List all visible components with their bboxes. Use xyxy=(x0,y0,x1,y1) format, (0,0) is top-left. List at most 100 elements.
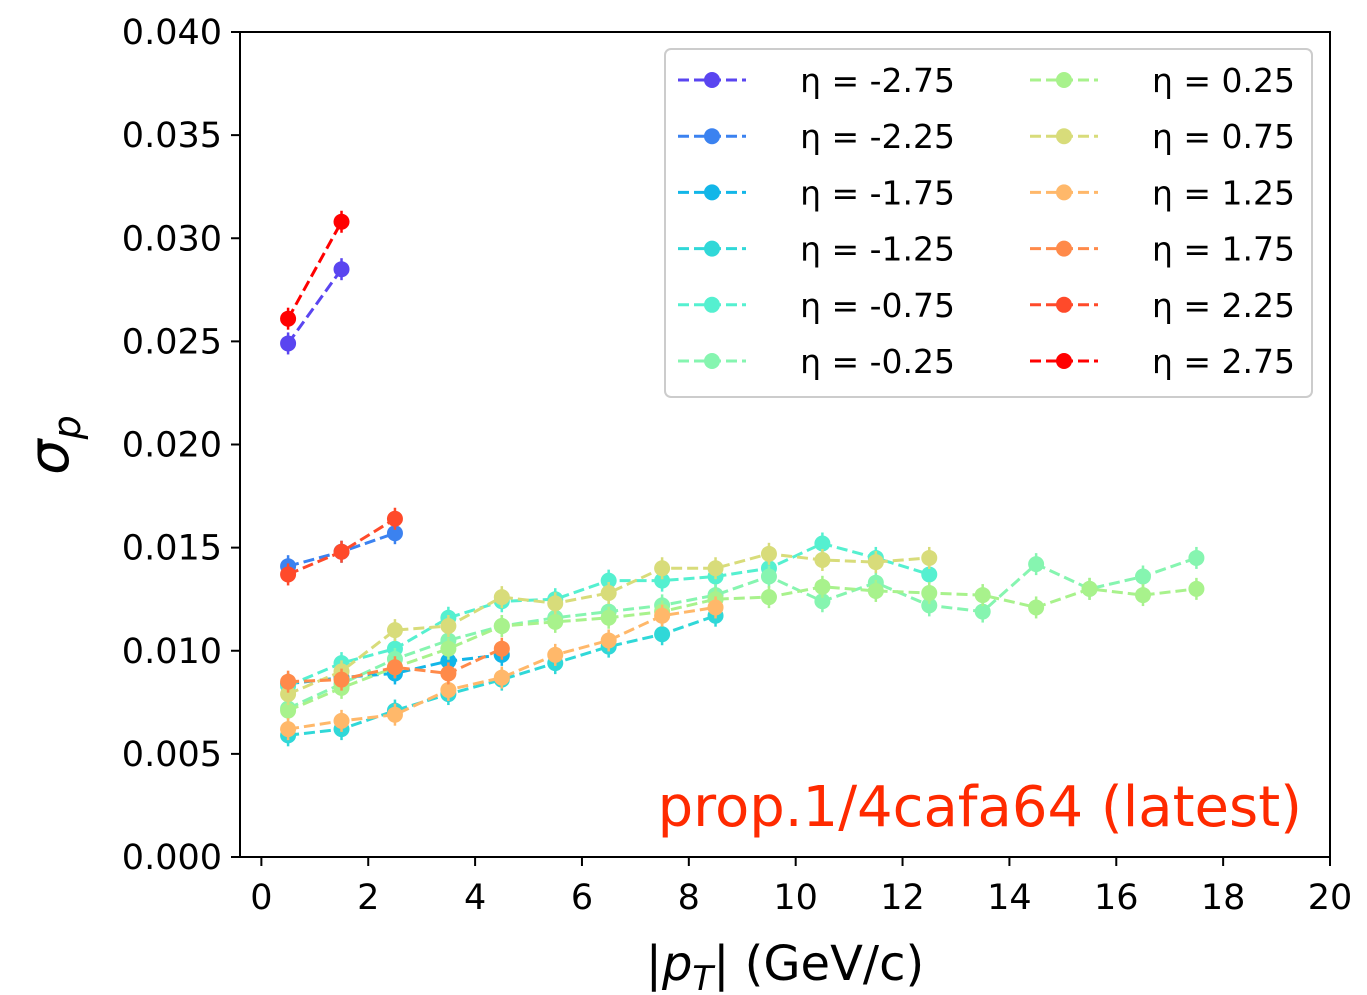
x-axis-label: |pT| (GeV/c) xyxy=(646,936,924,995)
data-point xyxy=(333,213,350,230)
series-line xyxy=(287,605,716,731)
y-tick-label: 0.000 xyxy=(122,838,222,878)
data-point xyxy=(493,640,510,657)
series-line xyxy=(288,647,503,684)
data-point xyxy=(921,597,938,614)
data-point xyxy=(1188,580,1205,597)
legend-swatch-marker xyxy=(1056,128,1072,145)
data-point xyxy=(386,706,403,723)
data-point xyxy=(600,572,617,589)
series-10 xyxy=(280,507,403,586)
legend-label: η = 2.75 xyxy=(1152,342,1295,381)
data-point xyxy=(654,626,671,643)
data-point xyxy=(280,686,297,703)
data-point xyxy=(600,609,617,626)
y-axis-label: σp xyxy=(17,415,89,475)
series-line xyxy=(287,556,1197,710)
data-point xyxy=(280,721,297,738)
series-5 xyxy=(280,546,1205,720)
legend-entry: η = 0.25 xyxy=(1030,61,1295,100)
data-point xyxy=(814,552,831,568)
y-tick-label: 0.030 xyxy=(122,219,222,259)
legend-swatch-marker xyxy=(1056,72,1072,88)
x-axis-label-variable: p xyxy=(661,936,692,992)
data-point xyxy=(974,587,991,604)
data-point xyxy=(280,335,297,352)
series-line xyxy=(286,268,343,345)
y-tick-label: 0.010 xyxy=(122,632,222,672)
legend-swatch-marker xyxy=(704,353,720,369)
series-line xyxy=(287,585,1197,712)
data-point xyxy=(333,543,350,560)
data-point xyxy=(654,560,671,577)
data-point xyxy=(814,578,831,595)
data-point xyxy=(1028,599,1045,616)
y-tick-label: 0.025 xyxy=(122,322,222,362)
data-point xyxy=(333,671,350,688)
legend-swatch-marker xyxy=(1056,240,1072,257)
legend-label: η = -1.25 xyxy=(800,230,955,269)
data-point xyxy=(1188,549,1205,566)
series-line xyxy=(287,614,716,737)
legend-label: η = 1.25 xyxy=(1152,173,1295,212)
y-tick-label: 0.040 xyxy=(122,13,222,53)
data-point xyxy=(493,669,510,686)
data-point xyxy=(814,535,831,552)
legend-entry: η = -1.25 xyxy=(678,230,955,269)
y-tick-label: 0.015 xyxy=(122,529,222,569)
x-tick-label: 2 xyxy=(357,878,379,918)
x-tick-label: 12 xyxy=(880,878,925,918)
legend-label: η = 2.25 xyxy=(1152,286,1295,325)
y-tick-label: 0.035 xyxy=(122,116,222,156)
legend-swatch-marker xyxy=(704,128,720,145)
data-point xyxy=(280,673,297,690)
legend-label: η = -1.75 xyxy=(800,173,955,212)
x-axis: 0 2 4 6 8 10 12 14 16 18 20 xyxy=(250,857,1352,918)
legend-entry: η = -2.75 xyxy=(678,61,955,100)
legend-label: η = 0.75 xyxy=(1152,117,1295,156)
data-point xyxy=(547,595,564,612)
series-6 xyxy=(280,575,1205,722)
legend-entry: η = 1.75 xyxy=(1030,230,1295,269)
data-point xyxy=(440,618,457,634)
data-point xyxy=(547,646,564,663)
data-point xyxy=(760,545,777,562)
series-9 xyxy=(280,637,510,693)
legend-swatch-marker xyxy=(1056,296,1072,313)
legend-entry: η = -1.75 xyxy=(678,173,955,212)
data-point xyxy=(280,566,297,583)
x-tick-label: 18 xyxy=(1201,878,1246,918)
data-point xyxy=(493,618,510,634)
data-point xyxy=(974,603,991,620)
data-point xyxy=(386,510,403,527)
legend-label: η = -0.75 xyxy=(800,286,955,325)
data-point xyxy=(440,681,457,698)
series-7 xyxy=(280,542,938,706)
data-point xyxy=(493,589,510,606)
legend-swatch-marker xyxy=(704,184,720,201)
legend-swatch-marker xyxy=(1056,184,1072,201)
x-tick-label: 10 xyxy=(773,878,818,918)
data-point xyxy=(386,659,403,676)
x-tick-label: 6 xyxy=(571,878,593,918)
series-11 xyxy=(280,210,350,330)
data-point xyxy=(921,549,938,566)
legend-entry: η = 0.75 xyxy=(1030,117,1295,156)
data-point xyxy=(921,585,938,601)
legend-swatch-marker xyxy=(704,240,720,257)
legend-label: η = -2.25 xyxy=(800,117,955,156)
data-point xyxy=(707,560,724,577)
data-point xyxy=(333,261,350,278)
y-tick-label: 0.020 xyxy=(122,426,222,466)
x-tick-label: 14 xyxy=(987,878,1032,918)
legend: η = -2.75 η = -2.25 η = -1.75 η = -1.25 η = … xyxy=(664,48,1313,398)
legend-swatch-marker xyxy=(704,72,720,88)
series-8 xyxy=(280,596,724,741)
data-point xyxy=(386,622,403,639)
legend-entry: η = 1.25 xyxy=(1030,173,1295,212)
data-point xyxy=(814,593,831,610)
x-tick-label: 0 xyxy=(250,878,272,918)
legend-swatch-marker xyxy=(1056,353,1072,369)
data-point xyxy=(600,585,617,601)
data-point xyxy=(1028,556,1045,573)
